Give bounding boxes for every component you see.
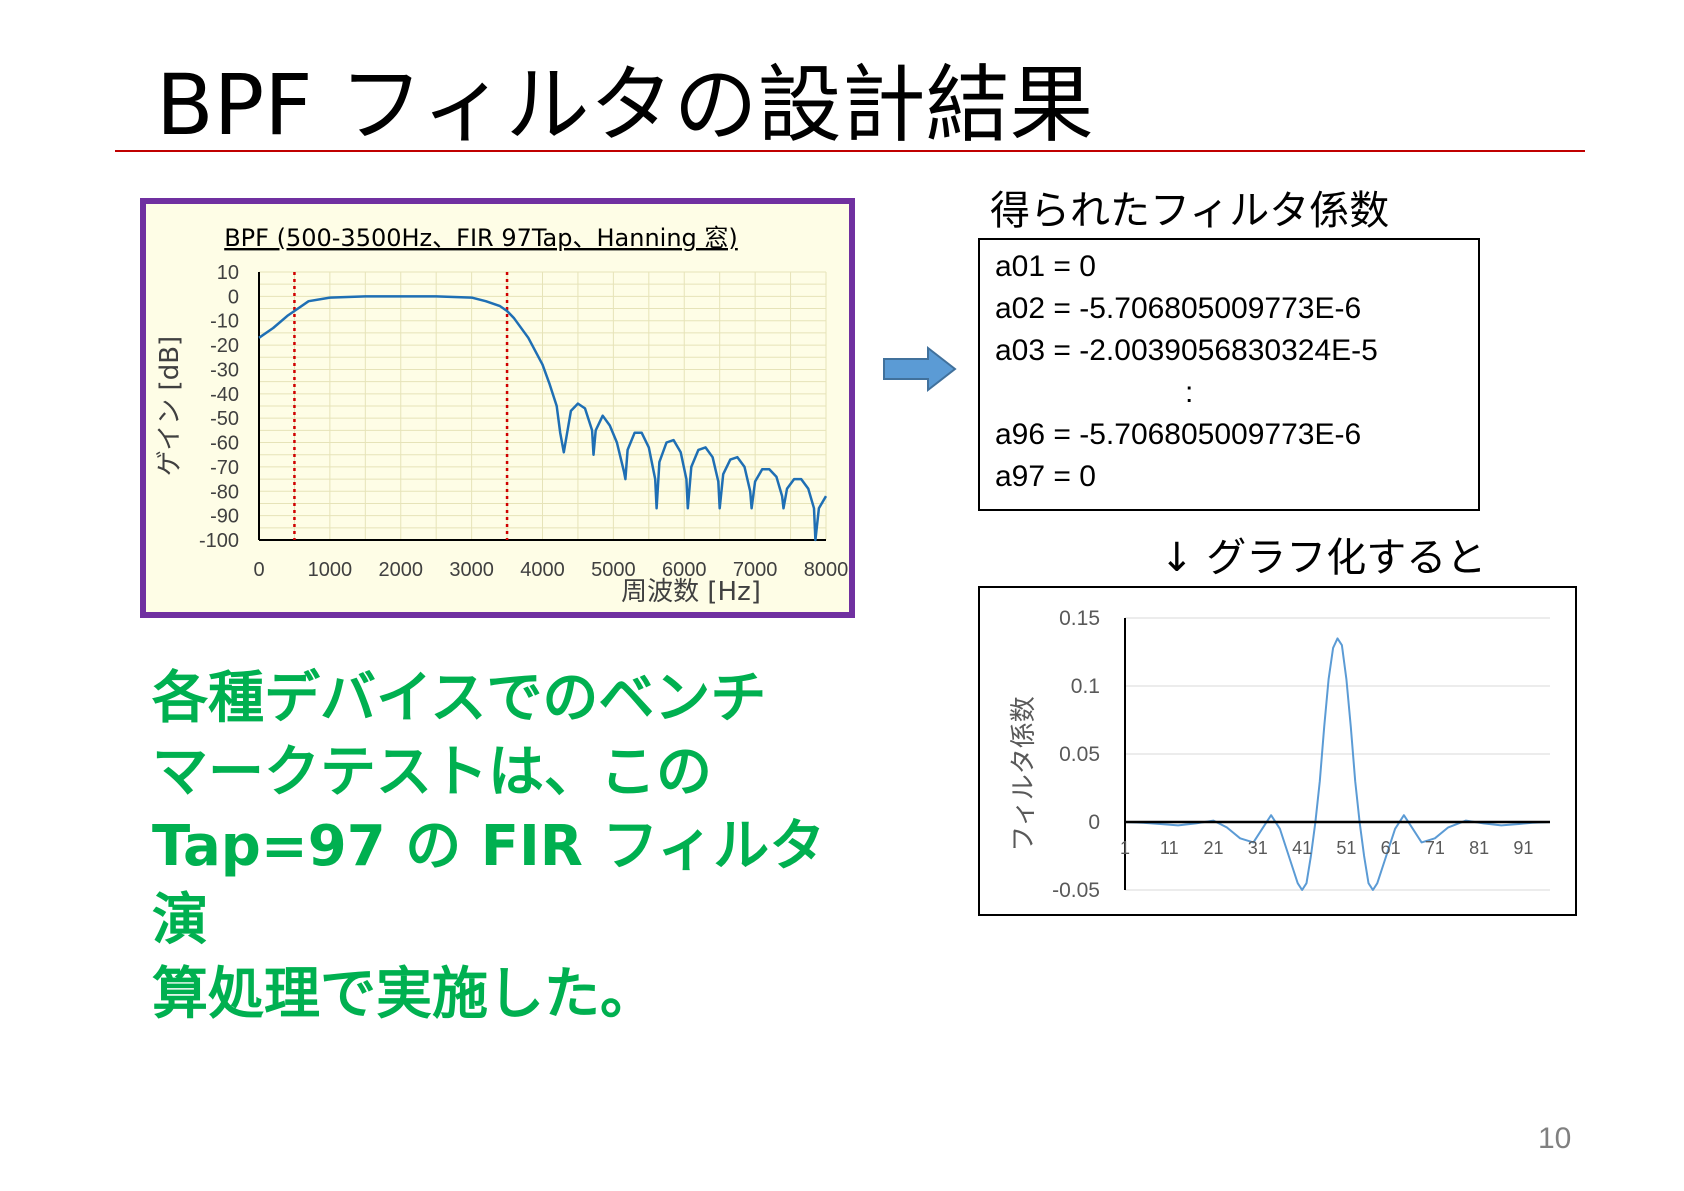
note-line-4: 算処理で実施した。 xyxy=(152,962,656,1027)
arrow-right-icon xyxy=(883,345,957,393)
coefficient-series-line xyxy=(1124,637,1551,891)
y-tick-label: -50 xyxy=(210,408,239,430)
chart-title: BPF (500-3500Hz、FIR 97Tap、Hanning 窓) xyxy=(224,224,738,252)
x-tick-label: 0 xyxy=(253,559,264,581)
x-tick-label: 91 xyxy=(1513,838,1533,858)
x-tick-label: 4000 xyxy=(520,559,565,581)
frequency-response-panel: 10 0 -10 -20 -30 -40 -50 -60 -70 -80 -90 -100 0 1000 2… xyxy=(140,198,855,618)
gain-series-line xyxy=(258,295,828,542)
y-tick-label: -40 xyxy=(210,384,239,406)
y-tick-label: -60 xyxy=(210,433,239,455)
x-tick-label: 1 xyxy=(1120,838,1130,858)
x-tick-label: 71 xyxy=(1425,838,1445,858)
y-tick-label: 0.05 xyxy=(1059,743,1100,766)
x-tick-label: 6000 xyxy=(662,559,707,581)
note-line-3: Tap=97 の FIR フィルタ演 xyxy=(152,814,826,953)
coef-line-a03: a03 = -2.0039056830324E-5 xyxy=(995,334,1378,367)
y-tick-label: 10 xyxy=(217,262,239,284)
note-line-1: 各種デバイスでのベンチ xyxy=(152,666,767,731)
y-axis-title: フィルタ係数 xyxy=(1009,696,1039,851)
frequency-response-chart: 100-10-20-30-40-50-60-70-80-90-1000 1000 2… xyxy=(155,224,849,607)
y-tick-label: -100 xyxy=(199,530,239,552)
x-tick-label: 31 xyxy=(1248,838,1268,858)
x-tick-label: 8000 xyxy=(804,559,849,581)
coefficients-heading: 得られたフィルタ係数 xyxy=(990,188,1390,234)
coefficient-chart: 0.150.10.050-0.051 11 21 31 41 51 61 71 81 91フィルタ… xyxy=(1009,607,1551,902)
coef-line-a02: a02 = -5.706805009773E-6 xyxy=(995,292,1362,325)
benchmark-note: 各種デバイスでのベンチ マークテストは、この Tap=97 の FIR フィルタ… xyxy=(152,662,842,1032)
y-axis-title: ゲイン [dB] xyxy=(155,336,185,476)
x-tick-label: 51 xyxy=(1336,838,1356,858)
coef-line-ellipsis: : xyxy=(1185,376,1194,409)
x-tick-label: 7000 xyxy=(733,559,778,581)
y-tick-label: -70 xyxy=(210,457,239,479)
coef-line-a96: a96 = -5.706805009773E-6 xyxy=(995,418,1362,451)
slide-title: BPF フィルタの設計結果 xyxy=(156,56,1094,154)
y-tick-label: 0 xyxy=(1088,811,1100,834)
x-tick-label: 61 xyxy=(1381,838,1401,858)
x-tick-label: 2000 xyxy=(379,559,424,581)
y-tick-label: -20 xyxy=(210,335,239,357)
y-tick-label: -30 xyxy=(210,359,239,381)
x-tick-label: 3000 xyxy=(449,559,494,581)
note-line-2: マークテストは、この xyxy=(152,740,712,805)
coef-line-a01: a01 = 0 xyxy=(995,250,1096,283)
x-tick-label: 41 xyxy=(1292,838,1312,858)
x-tick-label: 81 xyxy=(1469,838,1489,858)
coefficient-plot-panel: 0.15 0.1 0.05 0 -0.05 1 11 21 31 41 51 61 71 81 91 フィルタ… xyxy=(978,586,1577,916)
y-tick-label: -10 xyxy=(210,311,239,333)
y-tick-label: 0 xyxy=(228,286,239,308)
x-axis-title: 周波数 [Hz] xyxy=(621,577,761,607)
x-tick-label: 11 xyxy=(1160,838,1179,858)
y-tick-label: 0.1 xyxy=(1071,675,1100,698)
title-divider xyxy=(115,150,1585,152)
page-number: 10 xyxy=(1538,1122,1572,1155)
x-tick-label: 1000 xyxy=(308,559,353,581)
y-tick-label: -90 xyxy=(210,506,239,528)
y-tick-label: 0.15 xyxy=(1059,607,1100,630)
x-tick-label: 21 xyxy=(1204,838,1224,858)
x-tick-label: 5000 xyxy=(591,559,636,581)
y-tick-label: -0.05 xyxy=(1052,879,1100,902)
y-tick-label: -80 xyxy=(210,481,239,503)
coef-line-a97: a97 = 0 xyxy=(995,460,1096,493)
graph-caption: ↓ グラフ化すると xyxy=(1160,535,1487,581)
coefficients-box: a01 = 0 a02 = -5.706805009773E-6 a03 = -… xyxy=(978,238,1480,511)
